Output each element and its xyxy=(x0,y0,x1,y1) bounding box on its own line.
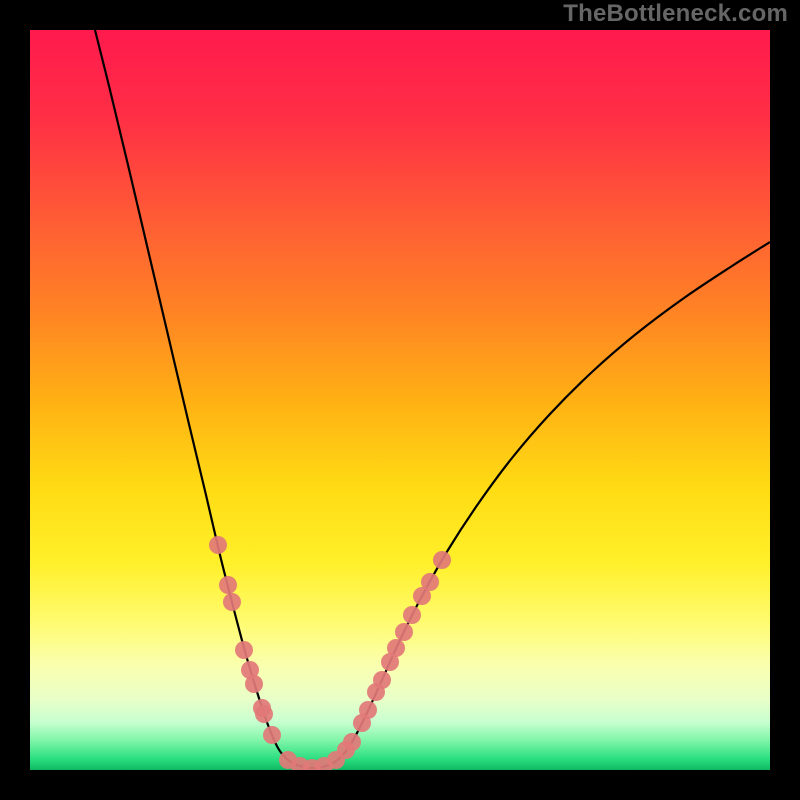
plot-background xyxy=(30,30,770,770)
plot-border xyxy=(770,0,800,800)
scatter-point xyxy=(433,551,451,569)
scatter-point xyxy=(395,623,413,641)
scatter-point xyxy=(343,733,361,751)
scatter-point xyxy=(223,593,241,611)
scatter-point xyxy=(359,701,377,719)
plot-border xyxy=(0,0,30,800)
scatter-point xyxy=(403,606,421,624)
scatter-point xyxy=(255,705,273,723)
scatter-point xyxy=(387,639,405,657)
scatter-point xyxy=(219,576,237,594)
plot-border xyxy=(0,770,800,800)
watermark-text: TheBottleneck.com xyxy=(563,0,788,28)
scatter-point xyxy=(245,675,263,693)
scatter-point xyxy=(235,641,253,659)
scatter-point xyxy=(373,671,391,689)
scatter-point xyxy=(263,726,281,744)
scatter-point xyxy=(421,573,439,591)
scatter-point xyxy=(209,536,227,554)
bottleneck-chart xyxy=(0,0,800,800)
